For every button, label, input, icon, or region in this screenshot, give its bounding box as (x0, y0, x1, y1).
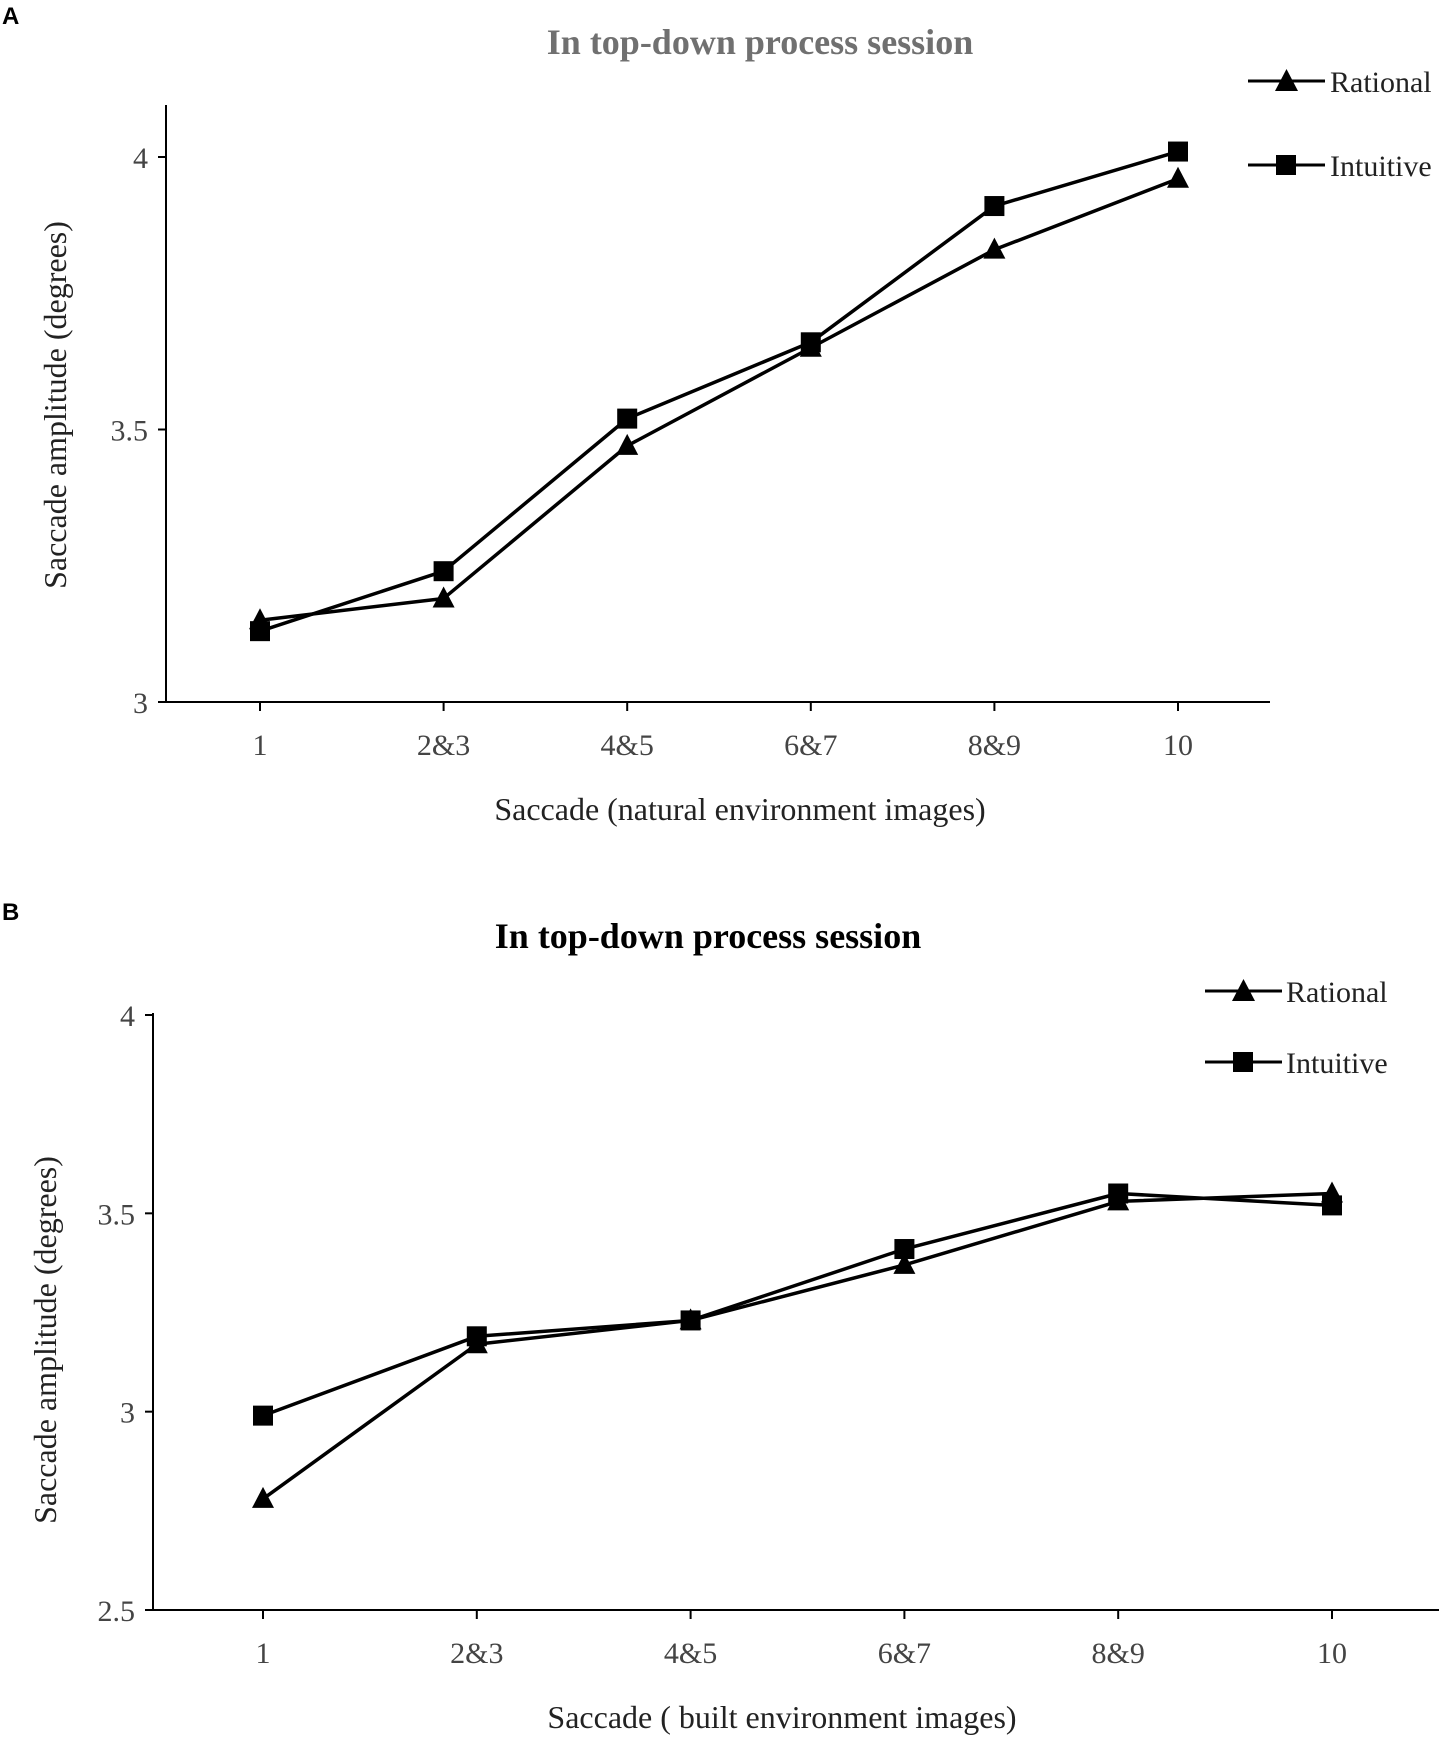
data-point-rational (432, 586, 455, 608)
x-tick-label: 2&3 (417, 729, 470, 762)
panel-a-marks (249, 141, 1189, 642)
legend-rational-triangle-icon (1275, 69, 1298, 91)
y-tick-label: 3 (120, 1397, 135, 1430)
panel-a-title: In top-down process session (547, 22, 973, 62)
y-tick-label: 3.5 (98, 1198, 136, 1231)
data-point-intuitive (433, 561, 454, 582)
panel-a-label: A (2, 3, 19, 30)
data-point-intuitive (466, 1326, 487, 1347)
x-tick-label: 8&9 (968, 729, 1021, 762)
legend-intuitive-label: Intuitive (1330, 150, 1432, 183)
legend-intuitive-square-icon (1233, 1052, 1253, 1072)
data-point-rational (983, 237, 1006, 259)
legend-intuitive-label: Intuitive (1286, 1047, 1388, 1080)
panel-b-y-axis-label: Saccade amplitude (degrees) (27, 1156, 63, 1524)
data-point-intuitive (1108, 1183, 1129, 1204)
data-point-intuitive (253, 1405, 273, 1426)
y-tick-label: 2.5 (98, 1595, 136, 1628)
y-tick-label: 3.5 (111, 415, 149, 448)
series-line-rational (261, 1191, 1333, 1501)
data-point-rational (616, 433, 639, 455)
panel-b: B In top-down process session 2.533.541 2… (2, 899, 1439, 1735)
data-point-rational (1167, 166, 1189, 188)
x-tick-label: 10 (1163, 729, 1193, 762)
panel-a-axes: 3 3.5 4 1 2&3 4&5 6&7 8&9 10 (111, 105, 1270, 762)
panel-a-legend: Rational Intuitive (1248, 66, 1432, 183)
data-point-rational (893, 1252, 916, 1274)
series-line-rational (259, 177, 1179, 622)
y-tick-label: 3 (133, 687, 148, 720)
panel-b-axes: 2.5 3 3.5 4 1 2&3 4&5 6&7 8&9 10 (98, 1000, 1439, 1670)
x-tick-label: 4&5 (601, 729, 654, 762)
data-point-intuitive (984, 196, 1005, 217)
data-point-intuitive (617, 408, 638, 429)
legend-rational-label: Rational (1286, 976, 1388, 1009)
x-tick-label: 6&7 (878, 1637, 931, 1670)
x-tick-label: 8&9 (1092, 1637, 1145, 1670)
data-point-intuitive (680, 1310, 701, 1331)
x-tick-label: 4&5 (664, 1637, 717, 1670)
legend-rational-triangle-icon (1232, 979, 1255, 1001)
panel-b-title: In top-down process session (495, 916, 921, 956)
y-tick-label: 4 (133, 142, 148, 175)
y-tick-label: 4 (120, 1000, 135, 1033)
panel-a-x-axis-label: Saccade (natural environment images) (494, 791, 985, 827)
panel-a: A In top-down process session 3 3.5 4 1 2&3 4… (2, 3, 1432, 827)
x-tick-label: 6&7 (784, 729, 837, 762)
data-point-rational (252, 1486, 274, 1508)
legend-intuitive-square-icon (1276, 155, 1296, 175)
series-line-intuitive (262, 1191, 1333, 1418)
data-point-intuitive (800, 332, 821, 353)
data-point-intuitive (894, 1239, 915, 1260)
x-tick-label: 1 (253, 729, 268, 762)
x-tick-label: 2&3 (450, 1637, 503, 1670)
data-point-intuitive (1322, 1195, 1342, 1216)
data-point-intuitive (250, 621, 270, 642)
series-line-intuitive (259, 149, 1179, 633)
panel-b-marks (252, 1181, 1343, 1508)
x-tick-label: 10 (1317, 1637, 1347, 1670)
panel-b-x-axis-label: Saccade ( built environment images) (547, 1699, 1016, 1735)
legend-rational-label: Rational (1330, 66, 1432, 99)
panel-a-y-axis-label: Saccade amplitude (degrees) (37, 221, 73, 589)
panel-b-label: B (2, 899, 19, 926)
panel-b-legend: Rational Intuitive (1205, 976, 1388, 1080)
data-point-intuitive (1168, 141, 1188, 162)
x-tick-label: 1 (256, 1637, 271, 1670)
